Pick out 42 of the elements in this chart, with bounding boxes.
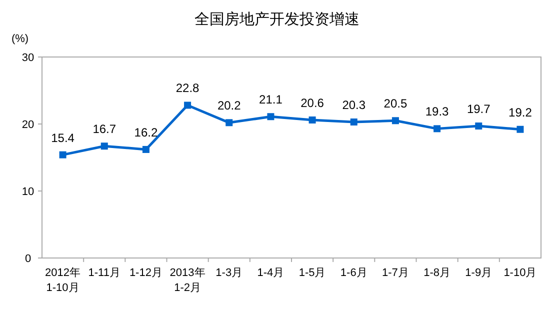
data-label: 16.7: [92, 122, 116, 136]
x-tick-label: 1-10月: [504, 267, 537, 279]
x-tick-label: 1-11月: [88, 267, 120, 279]
x-tick-label: 1-5月: [298, 267, 326, 279]
x-tick-label: 1-8月: [424, 267, 450, 279]
point: [516, 126, 524, 133]
point: [308, 116, 316, 124]
chart-title: 全国房地产开发投资增速: [194, 11, 360, 28]
data-label: 19.2: [508, 105, 532, 120]
point: [184, 102, 192, 109]
point: [434, 125, 441, 132]
data-label: 19.3: [425, 104, 450, 119]
data-label: 20.3: [342, 98, 366, 112]
point: [226, 119, 233, 126]
x-tick-label: 2013年 1-2月: [170, 267, 206, 294]
data-label: 20.2: [217, 98, 242, 113]
point: [267, 113, 274, 120]
x-tick-label: 1-6月: [340, 267, 368, 279]
data-label: 20.5: [384, 96, 408, 111]
y-tick-label: 20: [22, 119, 34, 131]
point: [350, 118, 358, 126]
point: [142, 146, 150, 153]
data-label: 19.7: [466, 102, 491, 116]
data-label: 20.6: [300, 96, 324, 110]
x-tick-label: 1-3月: [216, 267, 243, 279]
y-axis-title: (%): [11, 33, 29, 45]
point: [59, 151, 66, 158]
data-label: 21.1: [259, 92, 283, 107]
x-tick-label: 1-7月: [382, 267, 409, 279]
x-tick-label: 1-12月: [129, 267, 162, 279]
x-tick-label: 1-4月: [257, 267, 284, 279]
data-label: 16.2: [134, 125, 158, 140]
y-tick-label: 0: [24, 253, 32, 265]
data-label: 22.8: [176, 81, 200, 96]
point: [100, 142, 108, 150]
y-tick-label: 30: [22, 52, 34, 64]
data-label: 15.4: [51, 130, 75, 145]
y-tick-label: 10: [22, 186, 34, 198]
x-tick-label: 1-9月: [465, 267, 492, 279]
point: [392, 117, 399, 124]
point: [475, 122, 482, 130]
x-tick-label: 2012年 1-10月: [45, 267, 81, 294]
